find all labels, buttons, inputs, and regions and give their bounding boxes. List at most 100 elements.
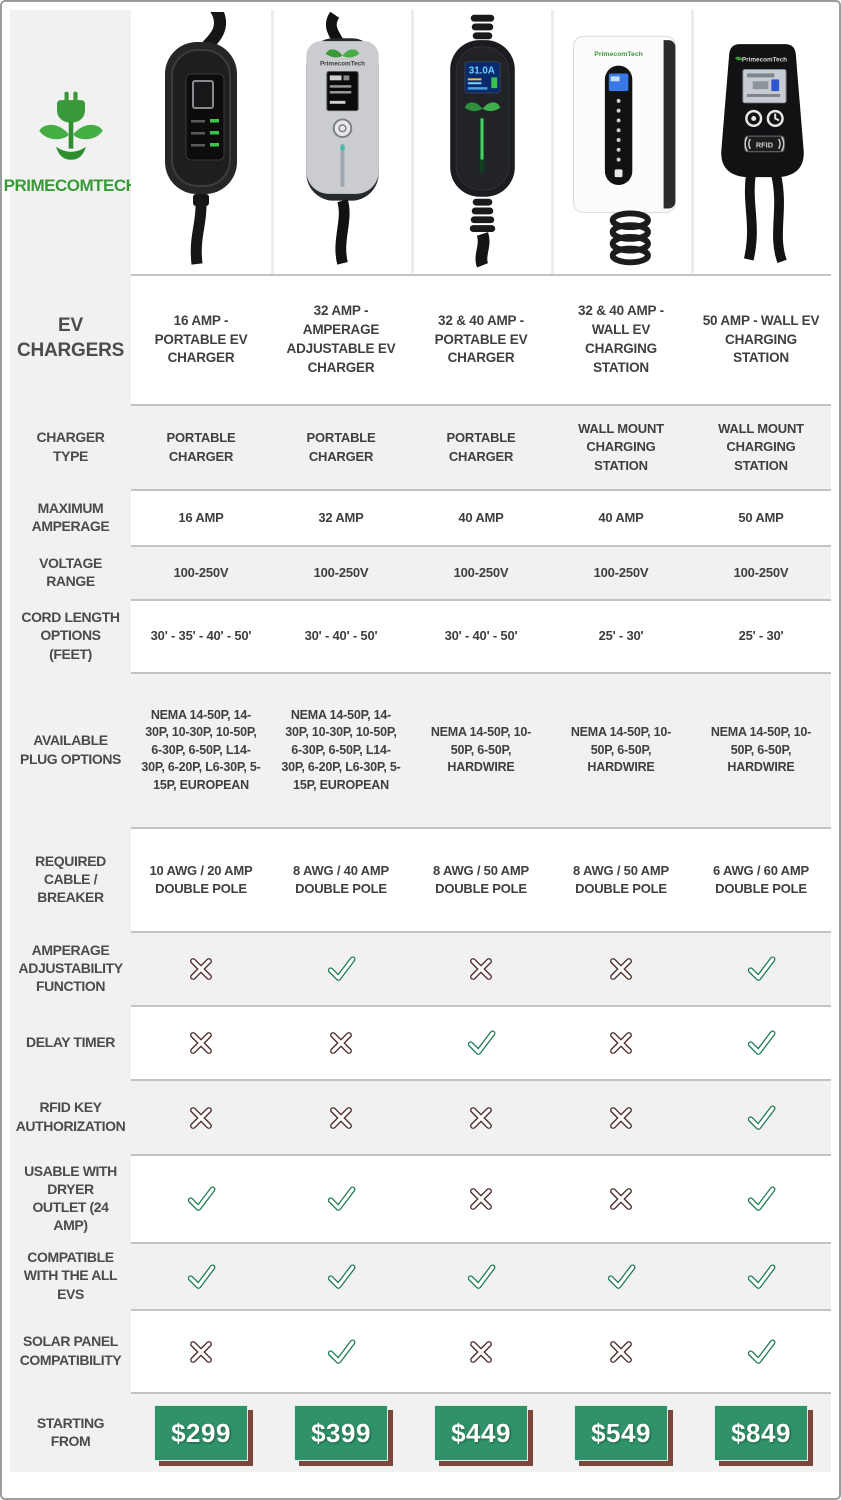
price-badge: $549: [574, 1404, 668, 1462]
x-icon: [604, 952, 638, 986]
feature-value: [691, 933, 831, 1005]
row-label-text: VOLTAGE RANGE: [39, 554, 102, 589]
x-icon: [604, 1335, 638, 1369]
feature-value: [131, 1311, 271, 1392]
cord-length-value: 30' - 40' - 50': [444, 628, 518, 644]
row-label-text: USABLE WITH DRYER OUTLET (24 AMP): [24, 1162, 117, 1234]
product-image-black-wall-station: PrimecomTech RFID: [691, 10, 831, 274]
feature-value: [551, 1244, 691, 1309]
feature-value: [691, 1007, 831, 1079]
check-icon: [463, 1259, 499, 1295]
product-image-black-portable-charger-display: 31.0A: [411, 10, 551, 274]
cord-length-value: 30' - 40' - 50': [304, 628, 378, 644]
feature-value: [411, 1244, 551, 1309]
x-icon: [464, 952, 498, 986]
row-label-plug-options: AVAILABLE PLUG OPTIONS: [10, 672, 131, 827]
feature-value: [131, 1081, 271, 1154]
row-label-starting-price: STARTING FROM: [10, 1392, 131, 1472]
row-label-text: AMPERAGE ADJUSTABILITY FUNCTION: [18, 941, 124, 995]
cable-breaker-value: 10 AWG / 20 AMP DOUBLE POLE: [149, 862, 253, 896]
product-title: 32 AMP - AMPERAGE ADJUSTABLE EV CHARGER: [286, 303, 396, 375]
feature-value: [131, 1156, 271, 1242]
charger-type-value: WALL MOUNT CHARGING STATION: [718, 421, 804, 473]
row-label-text: RFID KEY AUTHORIZATION: [15, 1099, 126, 1134]
x-icon: [464, 1101, 498, 1135]
row-label-dryer-outlet: USABLE WITH DRYER OUTLET (24 AMP): [10, 1154, 131, 1242]
charger-type-value: PORTABLE CHARGER: [306, 430, 376, 464]
voltage-range-value: 100-250V: [453, 564, 509, 580]
cable-breaker-value: 8 AWG / 40 AMP DOUBLE POLE: [293, 862, 389, 896]
row-label-text: AVAILABLE PLUG OPTIONS: [20, 732, 121, 767]
x-icon: [324, 1101, 358, 1135]
max-amperage-value: 40 AMP: [598, 509, 644, 525]
check-icon: [743, 1100, 779, 1136]
feature-value: [551, 1311, 691, 1392]
check-icon: [183, 1181, 219, 1217]
check-icon: [603, 1259, 639, 1295]
row-label-solar-panel: SOLAR PANEL COMPATIBILITY: [10, 1309, 131, 1392]
product-image-white-wall-station: PrimecomTech: [551, 10, 691, 274]
row-label-text: MAXIMUM AMPERAGE: [31, 499, 110, 534]
x-icon: [184, 1335, 218, 1369]
voltage-range-value: 100-250V: [173, 564, 229, 580]
feature-value: [271, 1081, 411, 1154]
max-amperage-value: 32 AMP: [318, 509, 364, 525]
feature-value: [411, 1081, 551, 1154]
check-icon: [463, 1025, 499, 1061]
row-label-cable-breaker: REQUIRED CABLE / BREAKER: [10, 827, 131, 931]
row-all-evs: COMPATIBLE WITH THE ALL EVS: [10, 1242, 831, 1309]
feature-value: [411, 1311, 551, 1392]
x-icon: [184, 952, 218, 986]
row-starting-price: STARTING FROM $299 $399 $449 $549 $849: [10, 1392, 831, 1472]
product-image-black-portable-charger: [131, 10, 271, 274]
row-amperage-adjustability: AMPERAGE ADJUSTABILITY FUNCTION: [10, 931, 831, 1005]
plug-options-value: NEMA 14-50P, 14-30P, 10-30P, 10-50P, 6-3…: [281, 707, 401, 792]
row-label-voltage-range: VOLTAGE RANGE: [10, 545, 131, 599]
plug-options-value: NEMA 14-50P, 14-30P, 10-30P, 10-50P, 6-3…: [141, 707, 261, 792]
cable-breaker-value: 6 AWG / 60 AMP DOUBLE POLE: [713, 862, 809, 896]
check-icon: [323, 951, 359, 987]
feature-value: [411, 1007, 551, 1079]
row-product-images: PrimecomTech: [4, 10, 831, 274]
max-amperage-value: 16 AMP: [178, 509, 224, 525]
feature-value: [271, 1244, 411, 1309]
svg-text:RFID: RFID: [756, 140, 773, 149]
price-badge: $449: [434, 1404, 528, 1462]
check-icon: [323, 1334, 359, 1370]
product-title: 16 AMP - PORTABLE EV CHARGER: [154, 312, 248, 366]
feature-value: [271, 1311, 411, 1392]
cord-length-value: 25' - 30': [738, 628, 784, 644]
row-cable-breaker: REQUIRED CABLE / BREAKER 10 AWG / 20 AMP…: [10, 827, 831, 931]
brand-name: PrimecomTech: [3, 175, 138, 195]
check-icon: [743, 1334, 779, 1370]
row-label-amperage-adjustability: AMPERAGE ADJUSTABILITY FUNCTION: [10, 931, 131, 1005]
max-amperage-value: 50 AMP: [738, 509, 784, 525]
row-voltage-range: VOLTAGE RANGE 100-250V 100-250V 100-250V…: [10, 545, 831, 599]
feature-value: [691, 1156, 831, 1242]
feature-value: [131, 1007, 271, 1079]
row-label-cord-length: CORD LENGTH OPTIONS (FEET): [10, 599, 131, 672]
product-title: 50 AMP - WALL EV CHARGING STATION: [702, 312, 820, 366]
check-icon: [183, 1259, 219, 1295]
feature-value: [271, 933, 411, 1005]
plug-options-value: NEMA 14-50P, 10-50P, 6-50P, HARDWIRE: [570, 725, 672, 775]
feature-value: [691, 1244, 831, 1309]
svg-text:PrimecomTech: PrimecomTech: [742, 57, 787, 64]
row-label-rfid-key: RFID KEY AUTHORIZATION: [10, 1079, 131, 1154]
product-image-strip: PrimecomTech: [131, 10, 831, 274]
feature-value: [411, 1156, 551, 1242]
x-icon: [184, 1026, 218, 1060]
row-cord-length: CORD LENGTH OPTIONS (FEET) 30' - 35' - 4…: [10, 599, 831, 672]
x-icon: [464, 1335, 498, 1369]
feature-value: [551, 1007, 691, 1079]
price-badge: $299: [154, 1404, 248, 1462]
price-badge: $849: [714, 1404, 808, 1462]
row-label-text: REQUIRED CABLE / BREAKER: [35, 852, 106, 906]
check-icon: [323, 1181, 359, 1217]
check-icon: [743, 951, 779, 987]
feature-value: [691, 1311, 831, 1392]
svg-text:31.0A: 31.0A: [469, 65, 495, 76]
svg-text:PrimecomTech: PrimecomTech: [594, 51, 643, 58]
check-icon: [743, 1259, 779, 1295]
row-plug-options: AVAILABLE PLUG OPTIONS NEMA 14-50P, 14-3…: [10, 672, 831, 827]
